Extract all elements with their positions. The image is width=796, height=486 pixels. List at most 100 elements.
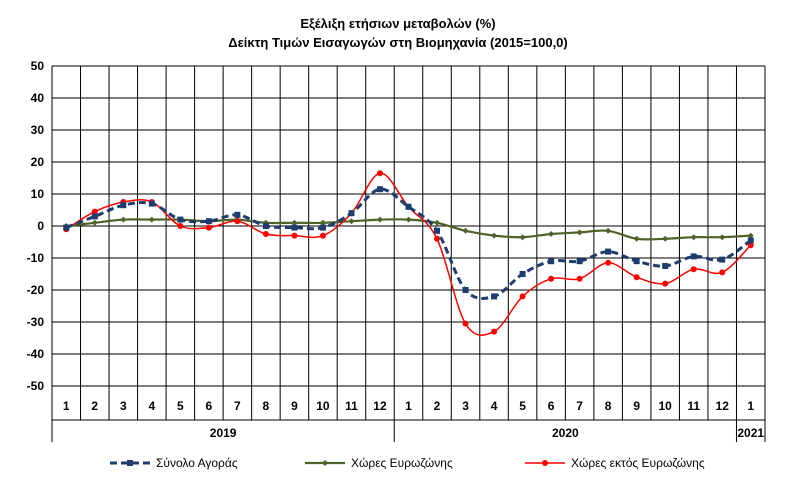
- x-tick-label: 1: [405, 399, 412, 413]
- data-point-0: [262, 223, 269, 229]
- data-point-1: [519, 234, 526, 241]
- x-tick-label: 10: [659, 399, 673, 413]
- data-point-2: [205, 224, 212, 231]
- legend-item: Σύνολο Αγοράς: [110, 456, 238, 470]
- chart-title: Εξέλιξη ετήσιων μεταβολών (%): [300, 16, 495, 31]
- y-tick-label: -30: [27, 315, 45, 329]
- x-tick-label: 6: [548, 399, 555, 413]
- y-tick-label: 50: [31, 59, 45, 73]
- x-tick-label: 8: [605, 399, 612, 413]
- x-tick-label: 2: [434, 399, 441, 413]
- data-point-0: [491, 293, 498, 300]
- legend-swatch-marker: [322, 460, 328, 466]
- data-point-2: [262, 231, 269, 237]
- data-point-0: [63, 224, 70, 231]
- year-label: 2019: [210, 426, 237, 440]
- x-tick-label: 2: [91, 399, 98, 413]
- data-point-0: [747, 237, 754, 244]
- data-point-1: [662, 235, 669, 242]
- x-tick-label: 9: [633, 399, 640, 413]
- data-point-2: [662, 280, 669, 287]
- data-point-2: [690, 266, 697, 273]
- data-point-0: [234, 211, 241, 218]
- data-point-0: [319, 224, 326, 231]
- y-tick-label: -10: [27, 251, 45, 265]
- x-tick-label: 9: [291, 399, 298, 413]
- x-tick-label: 4: [148, 399, 155, 413]
- y-tick-label: 10: [31, 187, 45, 201]
- data-point-1: [719, 234, 726, 241]
- data-point-1: [548, 231, 555, 237]
- data-point-2: [719, 269, 726, 276]
- x-tick-label: 11: [687, 399, 700, 413]
- data-point-1: [376, 216, 383, 223]
- data-point-1: [633, 235, 640, 242]
- data-point-1: [491, 232, 498, 239]
- legend: Σύνολο Αγοράς Χώρες Ευρωζώνης Χώρες εκτός …: [110, 456, 705, 470]
- data-point-0: [519, 271, 526, 277]
- chart-subtitle: Δείκτη Τιμών Εισαγωγών στη Βιομηχανία (2…: [228, 35, 568, 50]
- y-tick-label: -40: [27, 347, 45, 361]
- data-point-2: [291, 232, 298, 239]
- data-point-0: [120, 202, 127, 209]
- x-tick-label: 3: [120, 399, 127, 413]
- data-point-2: [519, 293, 526, 300]
- data-point-1: [576, 229, 583, 236]
- legend-swatch-marker: [542, 460, 548, 466]
- x-tick-label: 12: [716, 399, 730, 413]
- data-point-0: [91, 213, 98, 220]
- x-tick-label: 3: [462, 399, 469, 413]
- data-point-0: [576, 258, 583, 265]
- data-point-0: [177, 216, 184, 223]
- x-tick-label: 12: [373, 399, 387, 413]
- data-point-0: [405, 203, 412, 210]
- data-point-0: [548, 258, 555, 265]
- data-point-2: [462, 320, 469, 327]
- data-point-0: [690, 253, 697, 260]
- data-point-0: [148, 200, 155, 207]
- data-point-1: [434, 219, 441, 226]
- x-tick-label: 11: [345, 399, 358, 413]
- data-point-2: [234, 218, 241, 225]
- data-point-2: [605, 259, 612, 266]
- data-point-0: [662, 263, 669, 269]
- data-point-1: [91, 219, 98, 226]
- data-point-1: [605, 227, 612, 234]
- data-point-1: [319, 219, 326, 226]
- legend-item: Χώρες Ευρωζώνης: [305, 456, 453, 470]
- y-tick-label: -50: [27, 379, 45, 393]
- y-tick-label: 20: [31, 155, 45, 169]
- x-tick-label: 4: [491, 399, 498, 413]
- data-point-2: [91, 208, 98, 215]
- data-point-0: [376, 186, 383, 193]
- data-point-0: [633, 258, 640, 265]
- data-point-1: [405, 216, 412, 223]
- data-point-2: [576, 275, 583, 282]
- data-point-1: [747, 232, 754, 239]
- data-point-1: [348, 218, 355, 225]
- x-tick-label: 7: [576, 399, 583, 413]
- x-tick-label: 8: [263, 399, 270, 413]
- data-point-2: [434, 235, 441, 242]
- data-point-0: [291, 224, 298, 231]
- data-point-0: [719, 256, 726, 263]
- data-point-1: [462, 227, 469, 234]
- data-point-1: [291, 219, 298, 226]
- x-tick-label: 1: [747, 399, 754, 413]
- data-point-2: [548, 275, 555, 282]
- x-tick-label: 5: [519, 399, 526, 413]
- data-point-2: [177, 223, 184, 229]
- legend-label: Χώρες εκτός Ευρωζώνης: [571, 456, 705, 470]
- data-point-2: [491, 328, 498, 335]
- x-tick-label: 7: [234, 399, 241, 413]
- data-point-1: [148, 216, 155, 223]
- data-point-0: [434, 227, 441, 234]
- year-label: 2020: [552, 426, 579, 440]
- y-tick-label: -20: [27, 283, 45, 297]
- y-tick-label: 40: [31, 91, 45, 105]
- data-point-0: [605, 248, 612, 255]
- legend-label: Σύνολο Αγοράς: [156, 456, 238, 470]
